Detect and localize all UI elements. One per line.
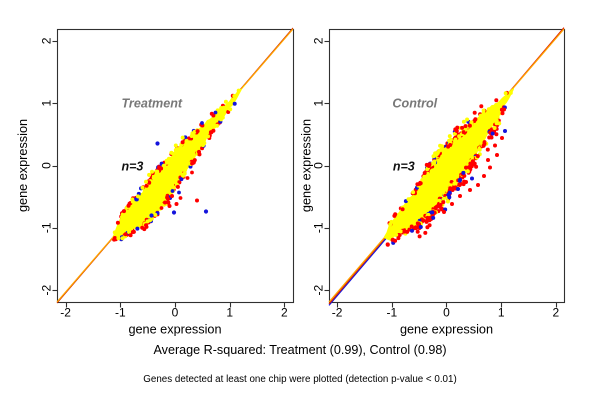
svg-text:2: 2: [40, 37, 54, 44]
svg-text:2: 2: [281, 306, 288, 320]
svg-text:Control: Control: [392, 97, 437, 111]
svg-text:2: 2: [312, 37, 326, 44]
svg-text:1: 1: [40, 100, 54, 107]
svg-text:-2: -2: [60, 306, 71, 320]
svg-text:-1: -1: [115, 306, 126, 320]
svg-text:gene expression: gene expression: [400, 323, 493, 337]
svg-text:-1: -1: [312, 222, 326, 233]
svg-text:-2: -2: [312, 284, 326, 295]
svg-text:gene expression: gene expression: [299, 119, 313, 212]
svg-text:1: 1: [312, 100, 326, 107]
svg-text:Treatment: Treatment: [121, 97, 182, 111]
svg-text:n=3: n=3: [121, 160, 143, 174]
svg-text:0: 0: [172, 306, 179, 320]
svg-text:0: 0: [443, 306, 450, 320]
svg-text:1: 1: [498, 306, 505, 320]
svg-text:gene expression: gene expression: [128, 323, 221, 337]
svg-text:Average R-squared: Treatment (: Average R-squared: Treatment (0.99), Con…: [153, 343, 446, 357]
svg-text:Genes detected at least one ch: Genes detected at least one chip were pl…: [143, 374, 456, 385]
svg-text:0: 0: [312, 162, 326, 169]
svg-text:gene expression: gene expression: [16, 119, 30, 212]
svg-text:0: 0: [40, 162, 54, 169]
svg-text:n=3: n=3: [393, 160, 415, 174]
svg-text:-1: -1: [386, 306, 397, 320]
svg-text:2: 2: [553, 306, 560, 320]
svg-text:-2: -2: [332, 306, 343, 320]
svg-text:-1: -1: [40, 222, 54, 233]
svg-text:1: 1: [226, 306, 233, 320]
svg-text:-2: -2: [40, 284, 54, 295]
